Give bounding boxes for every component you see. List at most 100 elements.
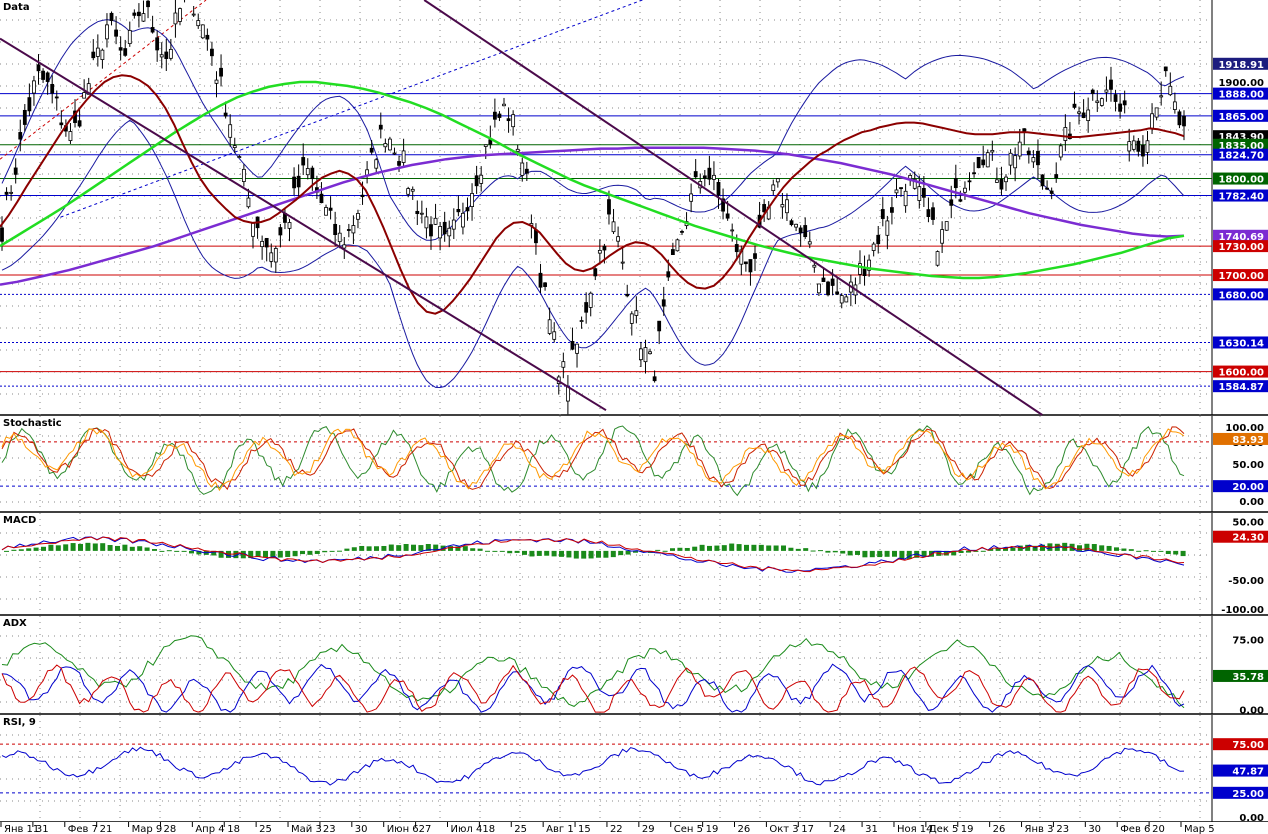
candle-body [419,212,424,215]
candle-body [388,138,392,151]
axis-tick-label: 50.00 [1232,518,1264,529]
time-axis-label: Дек 5 [929,824,959,834]
macd-histogram-bar [248,550,254,559]
candle-body [310,167,315,180]
candle-body [1086,109,1091,122]
macd-histogram-bar [795,548,801,551]
time-axis-label: Фев 6 [1120,824,1150,834]
macd-histogram-bar [152,549,157,551]
candle-body [1154,107,1159,118]
macd-histogram-bar [4,550,9,552]
price-tag [1213,148,1268,161]
panel-background [0,416,1268,512]
macd-histogram-bar [581,550,587,559]
candle-body [1036,150,1040,166]
macd-histogram-bar [714,545,720,551]
macd-histogram-bar [26,548,32,551]
time-axis-label: 25 [259,824,272,834]
candle-body [178,8,182,22]
macd-histogram-bar [573,550,579,559]
candle-body [438,226,443,239]
candle-body [876,234,881,245]
candle-body [137,11,141,17]
price-tag-label: 1865.00 [1218,112,1264,123]
candle-body [1049,190,1054,194]
adx-minus-di-line [1,664,1185,713]
price-tag [1213,109,1268,122]
candle-body [45,72,50,82]
adx-plus-di-line [1,663,1185,713]
candle-body [753,253,757,259]
macd-histogram-bar [307,550,313,555]
time-axis-label: 26 [993,824,1006,834]
panel-title: ADX [3,618,27,629]
candle-body [575,343,579,354]
macd-histogram-bar [359,545,365,551]
candle-body [721,198,725,212]
sma-red-line [0,74,1185,315]
candle-body [465,207,470,212]
candle-body [374,159,379,169]
candle-body [794,223,798,228]
candle-body [620,261,625,264]
candle-body [561,361,566,368]
price-tag [1213,87,1268,100]
candle-body [82,92,87,99]
macd-histogram-bar [670,548,675,551]
macd-histogram-bar [1025,544,1031,551]
indicator-tag [1213,432,1268,445]
candle-body [223,112,228,117]
candle-body [543,282,547,287]
time-axis-label: 18 [227,824,240,834]
macd-histogram-bar [655,549,661,551]
macd-histogram-bar [425,543,431,551]
candle-body [972,172,976,175]
time-axis-label: 20 [1152,824,1165,834]
candle-body [260,240,265,248]
candle-body [228,124,233,138]
candle-body [593,268,598,277]
price-tag [1213,269,1268,282]
candle-body [1141,144,1145,157]
macd-histogram-bar [70,543,76,551]
macd-histogram-bar [1173,550,1179,555]
macd-histogram-bar [1121,548,1127,551]
candle-body [639,348,643,361]
candle-body [680,230,684,233]
macd-signal-line [1,536,1185,573]
time-axis-label: Ноя 14 [897,824,933,834]
macd-histogram-bar [122,544,128,551]
candle-body [1177,111,1182,126]
price-tag [1213,189,1268,202]
candle-body [725,213,730,219]
macd-histogram-bar [1158,550,1164,552]
candle-body [1054,174,1059,179]
time-axis-label: Окт 3 [769,824,798,834]
candle-body [826,281,830,296]
macd-histogram-bar [566,550,572,558]
candle-body [305,168,310,176]
macd-histogram-bar [596,550,601,558]
time-axis-label: 15 [578,824,591,834]
time-axis-label: 26 [738,824,751,834]
price-tag [1213,172,1268,185]
candle-body [702,175,707,179]
candle-body [269,252,274,262]
axis-tick-label: -50.00 [1228,576,1264,587]
candle-body [734,244,739,253]
candle-body [1122,100,1127,106]
candle-body [246,197,251,208]
macd-histogram-bar [588,550,594,559]
candle-body [775,178,780,183]
adx-line [1,635,1185,709]
candle-body [415,210,420,215]
macd-histogram-bar [559,550,564,557]
axis-tick-label: -100.00 [1221,605,1264,616]
macd-histogram-bar [995,547,1001,551]
macd-histogram-bar [144,547,150,551]
macd-histogram-bar [551,550,557,557]
candle-body [985,152,990,168]
candle-body [328,207,333,211]
